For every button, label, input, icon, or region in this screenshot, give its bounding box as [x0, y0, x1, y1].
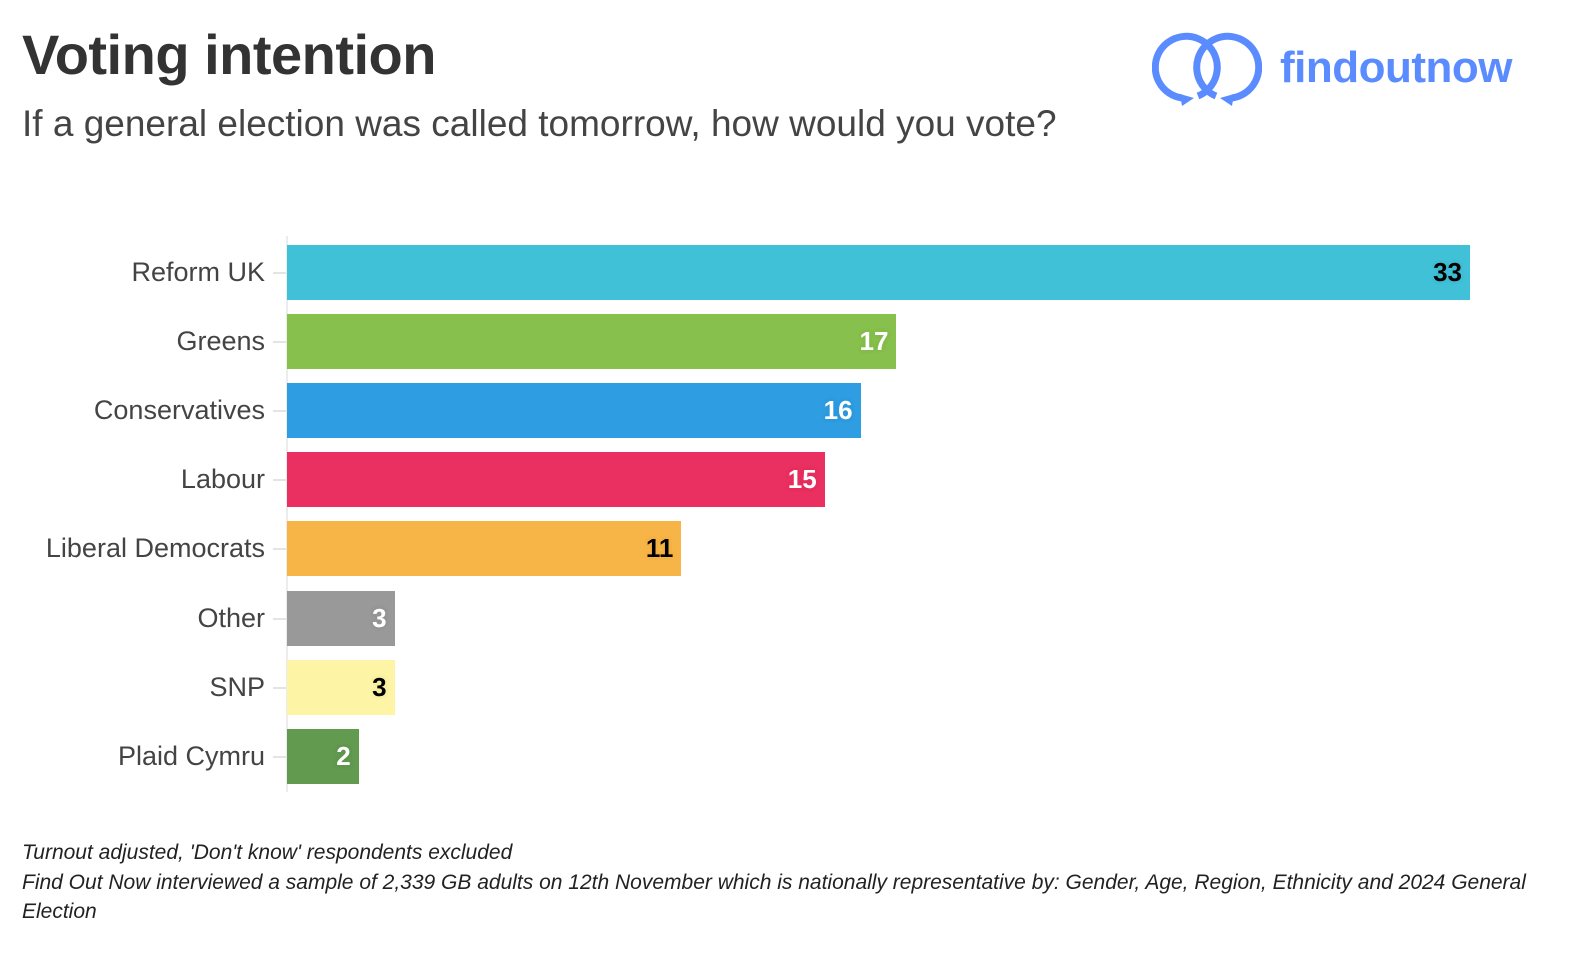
bar-row: Liberal Democrats 11: [0, 521, 1590, 577]
axis-tick: [273, 686, 286, 689]
findoutnow-logo: findoutnow: [1152, 30, 1513, 106]
bar-row: SNP 3: [0, 659, 1590, 715]
bar: 17: [287, 314, 897, 370]
axis-tick: [273, 410, 286, 413]
bar: 2: [287, 728, 359, 784]
bar: 15: [287, 452, 825, 508]
axis-tick: [273, 755, 286, 758]
category-label: Reform UK: [131, 257, 265, 287]
axis-tick: [273, 548, 286, 551]
bar-row: Labour 15: [0, 452, 1590, 508]
chart-notes: Turnout adjusted, 'Don't know' responden…: [22, 838, 1562, 927]
bar-row: Conservatives 16: [0, 383, 1590, 439]
interlocking-speech-rings-icon: [1152, 32, 1262, 106]
value-label: 3: [372, 671, 387, 702]
bar-row: Plaid Cymru 2: [0, 728, 1590, 784]
category-label: SNP: [209, 671, 265, 702]
axis-tick: [273, 617, 286, 620]
bar-row: Other 3: [0, 590, 1590, 646]
category-label: Conservatives: [93, 395, 265, 426]
category-axis-line: [286, 236, 288, 792]
category-label: Labour: [180, 464, 265, 495]
category-label: Liberal Democrats: [45, 533, 265, 564]
bar: 3: [287, 659, 395, 715]
chart-subtitle: If a general election was called tomorro…: [22, 103, 1057, 144]
bar: 3: [287, 590, 395, 646]
axis-tick: [273, 479, 286, 482]
category-label: Other: [197, 602, 265, 633]
note-turnout: Turnout adjusted, 'Don't know' responden…: [22, 841, 513, 864]
value-label: 15: [787, 464, 817, 495]
value-label: 2: [336, 740, 351, 771]
chart-title: Voting intention: [22, 23, 436, 86]
bar: 16: [287, 383, 861, 439]
bar-row: Greens 17: [0, 314, 1590, 370]
bar: 11: [287, 521, 682, 577]
bar-chart: Reform UK 33 Greens 17 Conservatives 16 Labour…: [0, 236, 1590, 792]
category-label: Greens: [176, 326, 265, 357]
value-label: 3: [372, 602, 387, 633]
value-label: 17: [859, 326, 889, 357]
logo-text: findoutnow: [1280, 43, 1513, 92]
axis-tick: [273, 272, 286, 274]
axis-tick: [273, 341, 286, 344]
bar-row: Reform UK 33: [0, 245, 1590, 300]
value-label: 33: [1433, 257, 1462, 287]
value-label: 16: [823, 395, 853, 426]
category-label: Plaid Cymru: [117, 740, 265, 771]
note-methodology: Find Out Now interviewed a sample of 2,3…: [22, 870, 1526, 924]
bar: 33: [287, 245, 1470, 300]
value-label: 11: [645, 533, 674, 564]
